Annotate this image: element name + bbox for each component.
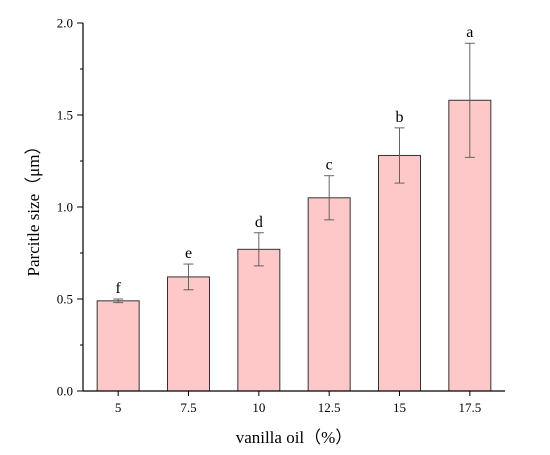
y-axis-label: Parcitle size（μm） — [24, 138, 43, 277]
error-bar-15 — [394, 127, 405, 184]
x-tick-label: 5 — [115, 400, 122, 415]
bar-10 — [237, 248, 281, 392]
y-axis-ticks: 0.0 0.5 1.0 1.5 2.0 — [57, 16, 83, 399]
significance-letter: e — [185, 245, 192, 262]
significance-letter: d — [255, 214, 263, 231]
significance-letter: b — [396, 109, 404, 126]
error-bar-7.5 — [183, 263, 194, 291]
x-tick-label: 17.5 — [458, 400, 481, 415]
y-tick-label: 1.5 — [57, 108, 73, 123]
x-tick-label: 10 — [252, 400, 265, 415]
error-bars-group — [113, 42, 475, 304]
bar-7.5 — [167, 276, 210, 392]
bar-15 — [378, 154, 421, 392]
x-tick-label: 12.5 — [318, 400, 341, 415]
x-tick-label: 15 — [393, 400, 406, 415]
error-bar-10 — [253, 232, 264, 267]
bar-12.5 — [307, 197, 351, 392]
y-tick-label: 0.0 — [57, 384, 73, 399]
error-bar-5 — [113, 298, 124, 304]
significance-letters-group: f e d c b a — [116, 24, 474, 297]
error-bar-12.5 — [324, 175, 335, 221]
significance-letter: a — [466, 24, 473, 41]
y-tick-label: 2.0 — [57, 16, 73, 31]
x-axis-label: vanilla oil（%） — [236, 428, 353, 447]
y-tick-label: 0.5 — [57, 292, 73, 307]
x-axis-ticks: 5 7.5 10 12.5 15 17.5 — [115, 391, 481, 415]
significance-letter: f — [116, 280, 122, 297]
x-tick-label: 7.5 — [180, 400, 196, 415]
error-bar-17.5 — [464, 42, 475, 158]
bars-group — [96, 99, 492, 392]
y-tick-label: 1.0 — [57, 200, 73, 215]
significance-letter: c — [326, 157, 333, 174]
bar-5 — [96, 300, 140, 392]
